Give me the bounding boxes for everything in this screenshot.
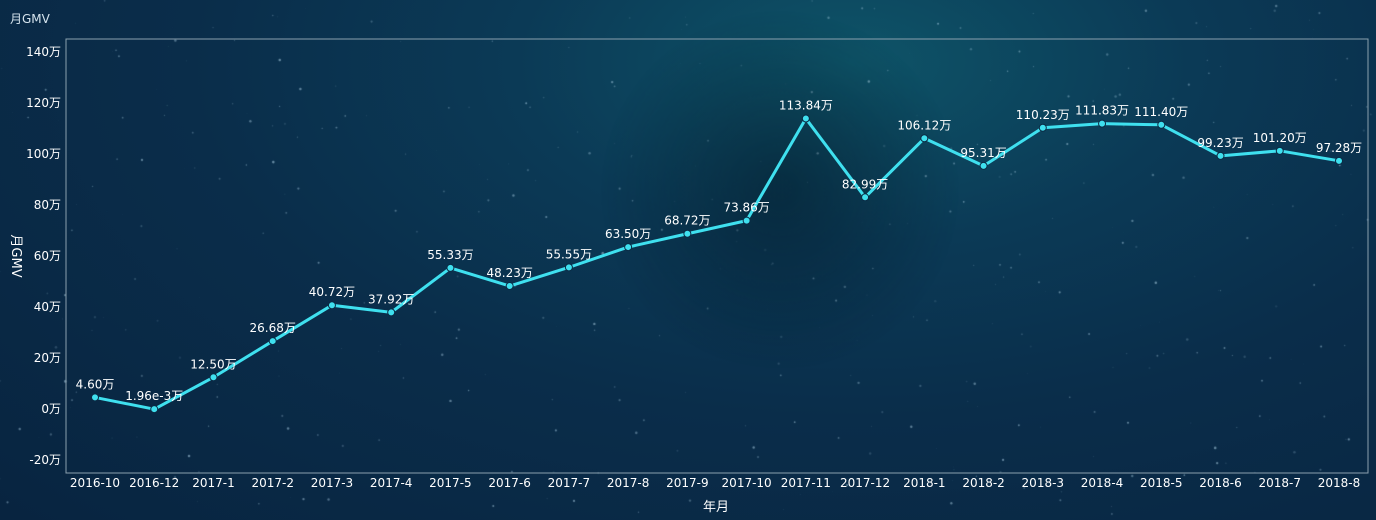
x-axis-ticks: 2016-10 2016-12 2017-1 2017-2 2017-3 2017-4 20… bbox=[70, 476, 1360, 490]
x-tick-label: 2018-5 bbox=[1140, 476, 1183, 490]
data-label: 111.83万 bbox=[1075, 104, 1129, 118]
data-point[interactable] bbox=[505, 282, 514, 291]
data-point[interactable] bbox=[564, 263, 573, 272]
data-label: 48.23万 bbox=[486, 266, 532, 280]
x-tick-label: 2018-6 bbox=[1199, 476, 1242, 490]
x-tick-label: 2017-7 bbox=[548, 476, 591, 490]
data-label: 97.28万 bbox=[1316, 141, 1362, 155]
data-point[interactable] bbox=[1157, 120, 1166, 129]
x-tick-label: 2017-5 bbox=[429, 476, 472, 490]
x-tick-label: 2017-3 bbox=[311, 476, 354, 490]
data-label: 1.96e-3万 bbox=[125, 389, 183, 403]
data-label: 113.84万 bbox=[779, 99, 833, 113]
data-point[interactable] bbox=[1098, 119, 1107, 128]
data-label: 110.23万 bbox=[1016, 108, 1070, 122]
data-label: 63.50万 bbox=[605, 227, 651, 241]
data-point[interactable] bbox=[801, 114, 810, 123]
data-point[interactable] bbox=[683, 229, 692, 238]
y-tick-label: 140万 bbox=[26, 45, 61, 59]
x-tick-label: 2017-8 bbox=[607, 476, 650, 490]
data-point[interactable] bbox=[268, 337, 277, 346]
data-label: 68.72万 bbox=[664, 214, 710, 228]
x-tick-label: 2017-1 bbox=[192, 476, 235, 490]
data-point[interactable] bbox=[920, 134, 929, 143]
data-point[interactable] bbox=[1038, 123, 1047, 132]
data-point[interactable] bbox=[209, 373, 218, 382]
data-label: 95.31万 bbox=[960, 146, 1006, 160]
data-label: 55.33万 bbox=[427, 248, 473, 262]
data-label: 26.68万 bbox=[250, 321, 296, 335]
y-axis-ticks: -20万 0万 20万 40万 60万 80万 100万 120万 140万 bbox=[26, 45, 61, 467]
data-label: 111.40万 bbox=[1134, 105, 1188, 119]
data-point[interactable] bbox=[327, 301, 336, 310]
data-label: 37.92万 bbox=[368, 292, 414, 306]
y-tick-label: 120万 bbox=[26, 96, 61, 110]
x-tick-label: 2017-2 bbox=[251, 476, 294, 490]
plot-frame bbox=[65, 38, 1369, 474]
data-point[interactable] bbox=[979, 161, 988, 170]
data-point[interactable] bbox=[91, 393, 99, 402]
data-label: 73.86万 bbox=[723, 201, 769, 215]
data-label: 4.60万 bbox=[76, 377, 115, 391]
data-label: 82.99万 bbox=[842, 177, 888, 191]
data-point[interactable] bbox=[624, 243, 633, 252]
data-label: 99.23万 bbox=[1197, 136, 1243, 150]
x-tick-label: 2017-10 bbox=[722, 476, 772, 490]
x-tick-label: 2017-6 bbox=[488, 476, 531, 490]
x-tick-label: 2017-12 bbox=[840, 476, 890, 490]
chart-top-title: 月GMV bbox=[10, 12, 50, 26]
x-tick-label: 2018-3 bbox=[1022, 476, 1065, 490]
y-tick-label: -20万 bbox=[29, 453, 61, 467]
x-tick-label: 2017-9 bbox=[666, 476, 709, 490]
data-label: 106.12万 bbox=[897, 118, 951, 132]
data-point[interactable] bbox=[387, 308, 396, 317]
x-tick-label: 2017-11 bbox=[781, 476, 831, 490]
data-point[interactable] bbox=[1216, 151, 1225, 160]
x-tick-label: 2016-10 bbox=[70, 476, 120, 490]
data-label: 12.50万 bbox=[190, 357, 236, 371]
x-tick-label: 2018-8 bbox=[1318, 476, 1361, 490]
data-point[interactable] bbox=[742, 216, 751, 225]
y-tick-label: 40万 bbox=[34, 300, 61, 314]
series-group bbox=[91, 114, 1343, 414]
x-axis-title: 年月 bbox=[703, 500, 729, 515]
y-tick-label: 0万 bbox=[41, 402, 61, 416]
x-tick-label: 2018-2 bbox=[962, 476, 1005, 490]
y-axis-title: 月GMV bbox=[8, 234, 23, 277]
data-point[interactable] bbox=[1275, 146, 1284, 155]
data-labels: 4.60万 1.96e-3万 12.50万 26.68万 40.72万 37.92万 55.… bbox=[76, 99, 1363, 404]
series-line bbox=[94, 117, 1340, 411]
data-point[interactable] bbox=[446, 263, 455, 272]
y-tick-label: 20万 bbox=[34, 351, 61, 365]
y-tick-label: 60万 bbox=[34, 249, 61, 263]
x-tick-label: 2016-12 bbox=[129, 476, 179, 490]
x-tick-label: 2017-4 bbox=[370, 476, 413, 490]
data-label: 55.55万 bbox=[546, 247, 592, 261]
data-point[interactable] bbox=[1335, 156, 1343, 165]
x-tick-label: 2018-4 bbox=[1081, 476, 1124, 490]
y-tick-label: 100万 bbox=[26, 147, 61, 161]
data-point[interactable] bbox=[150, 405, 159, 414]
y-tick-label: 80万 bbox=[34, 198, 61, 212]
data-point[interactable] bbox=[861, 193, 870, 202]
data-label: 40.72万 bbox=[309, 285, 355, 299]
x-tick-label: 2018-7 bbox=[1259, 476, 1302, 490]
data-label: 101.20万 bbox=[1253, 131, 1307, 145]
x-tick-label: 2018-1 bbox=[903, 476, 946, 490]
